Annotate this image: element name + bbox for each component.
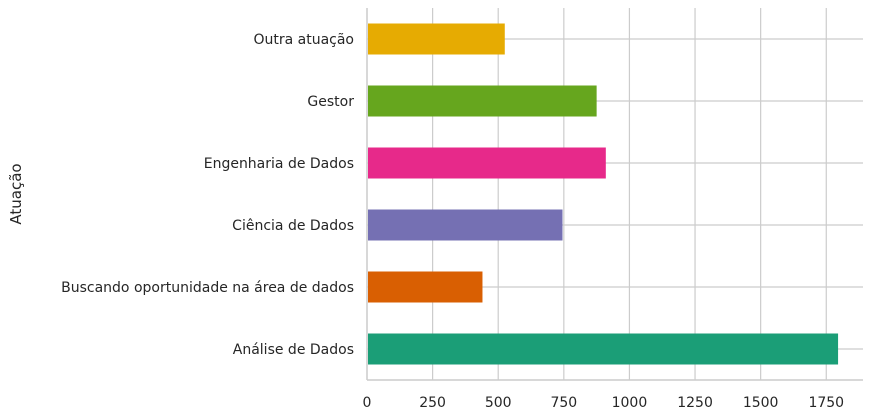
y-tick-label: Engenharia de Dados xyxy=(204,156,354,172)
x-tick-label: 1500 xyxy=(743,395,779,411)
y-tick-labels: Análise de Dados Buscando oportunidade na… xyxy=(61,32,354,358)
x-tick-label: 1750 xyxy=(808,395,844,411)
grid-lines xyxy=(367,8,863,380)
x-tick-label: 1250 xyxy=(677,395,713,411)
x-tick-label: 500 xyxy=(485,395,512,411)
x-tick-label: 750 xyxy=(550,395,577,411)
x-tick-label: 1000 xyxy=(612,395,648,411)
y-tick-label: Ciência de Dados xyxy=(232,218,354,234)
y-axis-label: Atuação xyxy=(7,163,25,224)
bars xyxy=(368,23,839,365)
x-tick-labels: 0 250 500 750 1000 1250 1500 1750 xyxy=(363,395,845,411)
bar xyxy=(368,23,505,55)
bar xyxy=(368,333,839,365)
x-tick-label: 250 xyxy=(419,395,446,411)
x-tick-label: 0 xyxy=(363,395,372,411)
y-tick-label: Outra atuação xyxy=(253,32,354,48)
y-tick-label: Análise de Dados xyxy=(233,342,354,358)
bar xyxy=(368,147,606,179)
bar xyxy=(368,209,563,241)
bar xyxy=(368,271,483,303)
y-tick-label: Gestor xyxy=(307,94,354,110)
y-tick-label: Buscando oportunidade na área de dados xyxy=(61,280,354,296)
bar xyxy=(368,85,597,117)
